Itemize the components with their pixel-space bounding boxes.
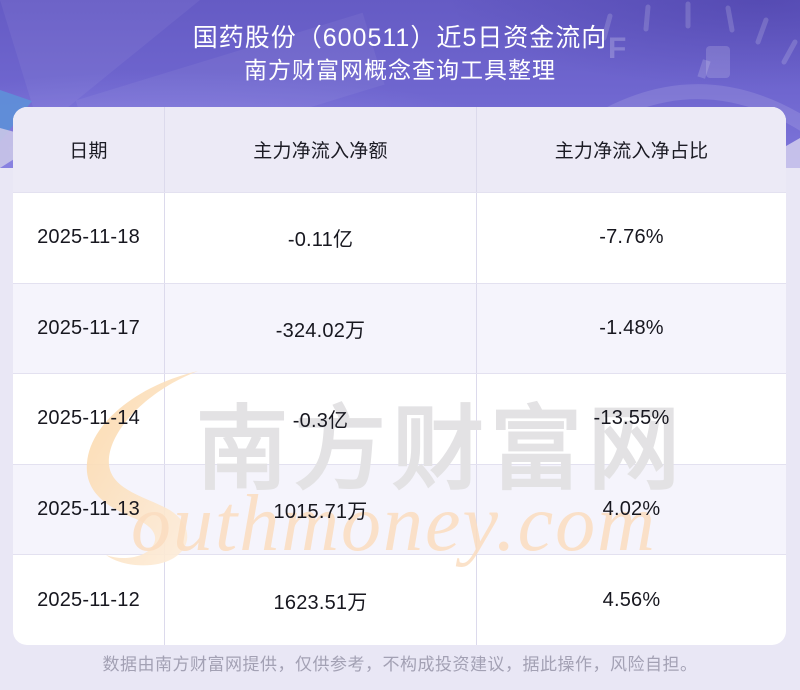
table-header-row: 日期 主力净流入净额 主力净流入净占比 <box>13 107 786 192</box>
fuel-pump-icon <box>697 46 730 79</box>
table-row: 2025-11-17 -324.02万 -1.48% <box>13 282 786 374</box>
amount-cell: 1623.51万 <box>165 555 477 645</box>
table-row: 2025-11-14 -0.3亿 -13.55% <box>13 373 786 464</box>
ratio-cell: 4.02% <box>602 498 661 521</box>
svg-text:F: F <box>608 32 626 65</box>
ratio-cell: 4.56% <box>602 588 661 611</box>
amount-cell: 1015.71万 <box>165 464 477 555</box>
column-header-net-inflow-ratio: 主力净流入净占比 <box>554 141 709 162</box>
amount-cell: -0.3亿 <box>165 374 477 464</box>
page-title: 国药股份（600511）近5日资金流向 南方财富网概念查询工具整理 <box>0 22 800 87</box>
ratio-cell: -7.76% <box>599 226 664 249</box>
ratio-cell: -13.55% <box>593 407 670 430</box>
column-header-date: 日期 <box>13 107 165 192</box>
title-line1: 国药股份（600511）近5日资金流向 <box>192 24 608 52</box>
date-cell: 2025-11-13 <box>13 464 165 555</box>
table-row: 2025-11-18 -0.11亿 -7.76% <box>13 192 786 283</box>
date-cell: 2025-11-18 <box>13 193 165 283</box>
column-header-net-inflow: 主力净流入净额 <box>165 107 477 192</box>
date-cell: 2025-11-14 <box>13 374 165 464</box>
date-cell: 2025-11-12 <box>13 555 165 645</box>
fund-flow-table: 日期 主力净流入净额 主力净流入净占比 2025-11-18 -0.11亿 -7… <box>13 107 786 645</box>
amount-cell: -0.11亿 <box>165 193 477 283</box>
ratio-cell: -1.48% <box>599 316 664 339</box>
amount-cell: -324.02万 <box>165 283 477 374</box>
disclaimer-text: 数据由南方财富网提供，仅供参考，不构成投资建议，据此操作，风险自担。 <box>102 655 698 674</box>
title-line2: 南方财富网概念查询工具整理 <box>244 57 556 83</box>
table-row: 2025-11-13 1015.71万 4.02% <box>13 463 786 555</box>
date-cell: 2025-11-17 <box>13 283 165 374</box>
table-row: 2025-11-12 1623.51万 4.56% <box>13 554 786 645</box>
